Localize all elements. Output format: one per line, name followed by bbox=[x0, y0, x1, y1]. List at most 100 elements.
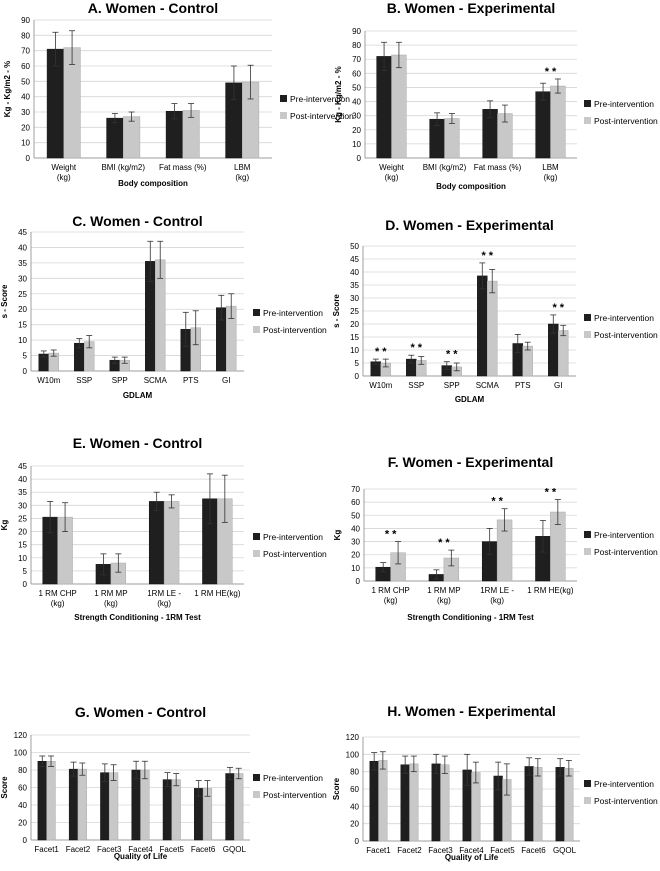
bar-post bbox=[77, 768, 87, 841]
y-tick-label: 15 bbox=[350, 333, 359, 342]
x-tick-label: (kg) bbox=[490, 596, 504, 605]
y-tick-label: 25 bbox=[18, 290, 27, 299]
y-tick-label: 20 bbox=[18, 819, 27, 828]
bar-post bbox=[163, 501, 180, 585]
x-tick-label: SSP bbox=[76, 376, 92, 385]
significance-marker: * * bbox=[385, 529, 397, 541]
significance-marker: * * bbox=[552, 302, 564, 314]
y-tick-label: 10 bbox=[351, 564, 360, 573]
significance-marker: * * bbox=[545, 487, 557, 499]
x-tick-label: Facet6 bbox=[521, 846, 546, 855]
y-axis-label: Kg bbox=[0, 520, 9, 531]
legend-label: Pre-intervention bbox=[594, 530, 654, 540]
significance-marker: * * bbox=[375, 346, 387, 358]
chart-title: D. Women - Experimental bbox=[385, 217, 554, 233]
legend-swatch bbox=[280, 95, 287, 102]
bar-post bbox=[487, 280, 498, 377]
x-tick-label: (kg) bbox=[51, 599, 65, 608]
legend-swatch bbox=[584, 531, 591, 538]
y-tick-label: 20 bbox=[350, 320, 359, 329]
y-tick-label: 10 bbox=[18, 336, 27, 345]
significance-marker: * * bbox=[446, 349, 458, 361]
y-axis-label: Kg - Kg/m2 - % bbox=[3, 61, 12, 117]
legend-swatch bbox=[584, 548, 591, 555]
bar-post bbox=[533, 767, 543, 842]
bar-post bbox=[171, 779, 181, 841]
y-tick-label: 10 bbox=[21, 139, 30, 148]
y-tick-label: 0 bbox=[356, 577, 361, 586]
y-axis-label: s - Score bbox=[332, 294, 341, 328]
y-tick-label: 100 bbox=[346, 750, 360, 759]
y-tick-label: 35 bbox=[18, 488, 27, 497]
x-axis-label: Quality of Life bbox=[445, 853, 499, 862]
x-tick-label: GQOL bbox=[553, 846, 577, 855]
legend-label: Pre-intervention bbox=[263, 532, 323, 542]
x-tick-label: Facet5 bbox=[160, 845, 185, 854]
legend-label: Post-intervention bbox=[594, 547, 658, 557]
y-tick-label: 60 bbox=[21, 62, 30, 71]
y-tick-label: 30 bbox=[350, 294, 359, 303]
x-tick-label: Facet5 bbox=[490, 846, 515, 855]
bar-post bbox=[444, 118, 460, 159]
x-axis-label: Quality of Life bbox=[114, 852, 168, 861]
x-tick-label: Facet1 bbox=[366, 846, 391, 855]
y-tick-label: 45 bbox=[18, 228, 27, 237]
y-tick-label: 30 bbox=[18, 274, 27, 283]
x-tick-label: W10m bbox=[37, 376, 60, 385]
bar-post bbox=[46, 761, 56, 841]
y-tick-label: 50 bbox=[350, 242, 359, 251]
x-axis-label: Strength Conditioning - 1RM Test bbox=[74, 613, 201, 622]
x-tick-label: Facet4 bbox=[459, 846, 484, 855]
chart-c: C. Women - Control 0 5 10 15 20 25 30 35 40 45 s - … bbox=[0, 213, 327, 400]
chart-title: B. Women - Experimental bbox=[387, 0, 556, 16]
x-tick-label: SSP bbox=[408, 381, 424, 390]
x-tick-label: 1 RM CHP bbox=[372, 586, 410, 595]
chart-title: F. Women - Experimental bbox=[388, 454, 553, 470]
x-tick-label: Facet4 bbox=[128, 845, 153, 854]
x-tick-label: Facet1 bbox=[34, 845, 59, 854]
legend-swatch bbox=[253, 774, 260, 781]
legend-label: Pre-intervention bbox=[263, 773, 323, 783]
y-tick-label: 20 bbox=[18, 305, 27, 314]
x-tick-label: 1RM LE - bbox=[480, 586, 514, 595]
x-tick-label: (kg) bbox=[385, 173, 399, 182]
x-tick-label: (kg) bbox=[544, 173, 558, 182]
x-tick-label: 1 RM HE(kg) bbox=[194, 589, 241, 598]
bar-post bbox=[550, 85, 566, 159]
x-tick-label: GI bbox=[222, 376, 230, 385]
x-tick-label: SCMA bbox=[144, 376, 168, 385]
bar-pre bbox=[477, 275, 488, 377]
x-tick-label: BMI (kg/m2) bbox=[423, 163, 467, 172]
significance-marker: * * bbox=[410, 342, 422, 354]
x-tick-label: 1 RM CHP bbox=[39, 589, 77, 598]
significance-marker: * * bbox=[438, 537, 450, 549]
y-tick-label: 5 bbox=[23, 567, 28, 576]
legend-swatch bbox=[253, 326, 260, 333]
bar-pre bbox=[68, 768, 79, 841]
x-tick-label: BMI (kg/m2) bbox=[101, 163, 145, 172]
y-tick-label: 20 bbox=[21, 123, 30, 132]
chart-e: E. Women - Control 0 5 10 15 20 25 30 35 40 45 Kg 1 … bbox=[0, 435, 327, 622]
y-tick-label: 60 bbox=[351, 498, 360, 507]
x-tick-label: W10m bbox=[369, 381, 392, 390]
y-tick-label: 0 bbox=[26, 154, 31, 163]
bar-pre bbox=[148, 501, 165, 585]
y-tick-label: 60 bbox=[350, 785, 359, 794]
y-axis-label: Kg bbox=[333, 530, 342, 541]
y-tick-label: 40 bbox=[18, 243, 27, 252]
x-tick-label: (kg) bbox=[437, 596, 451, 605]
y-tick-label: 15 bbox=[18, 321, 27, 330]
x-tick-label: Weight bbox=[51, 163, 77, 172]
y-tick-label: 40 bbox=[352, 98, 361, 107]
x-tick-label: Facet3 bbox=[428, 846, 453, 855]
y-tick-label: 80 bbox=[18, 766, 27, 775]
y-tick-label: 70 bbox=[351, 485, 360, 494]
x-tick-label: LBM bbox=[542, 163, 559, 172]
x-tick-label: Facet2 bbox=[397, 846, 422, 855]
x-tick-label: (kg) bbox=[235, 173, 249, 182]
legend-swatch bbox=[253, 791, 260, 798]
y-tick-label: 10 bbox=[352, 140, 361, 149]
legend-label: Post-intervention bbox=[263, 790, 327, 800]
y-tick-label: 45 bbox=[350, 255, 359, 264]
legend-swatch bbox=[584, 117, 591, 124]
